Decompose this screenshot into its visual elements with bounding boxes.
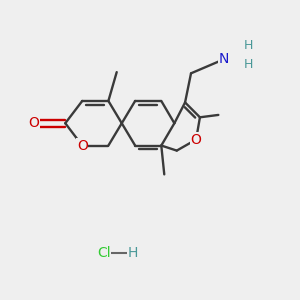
Text: H: H: [244, 58, 253, 71]
Text: Cl: Cl: [97, 245, 111, 260]
Text: H: H: [128, 245, 138, 260]
Text: O: O: [190, 133, 202, 147]
Text: N: N: [218, 52, 229, 66]
Text: O: O: [77, 139, 88, 152]
Text: H: H: [244, 40, 253, 52]
Text: O: O: [28, 116, 39, 130]
